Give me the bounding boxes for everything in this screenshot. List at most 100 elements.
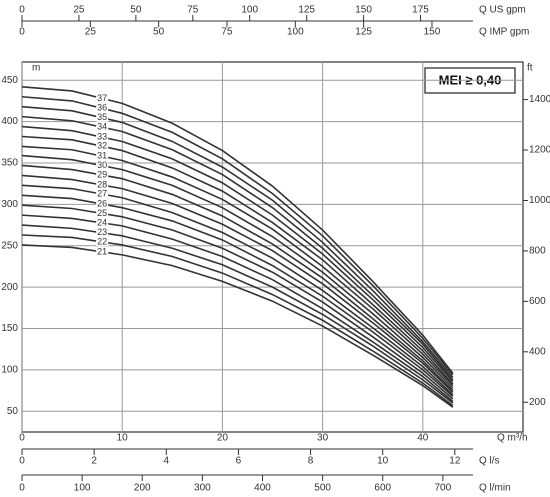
extra-axis-label: Q IMP gpm <box>479 27 529 38</box>
curve-label: 37 <box>97 93 107 103</box>
curve-label: 31 <box>97 151 107 161</box>
extra-axis-tick-label: 150 <box>424 27 441 38</box>
extra-axis-tick-label: 0 <box>19 5 25 16</box>
x-tick-label: 20 <box>217 433 229 444</box>
curve-label-bg <box>96 208 109 218</box>
extra-axis-tick-label: 75 <box>187 5 199 16</box>
y-tick-label: 350 <box>1 158 18 169</box>
curve-label-bg <box>96 151 109 161</box>
curve-label: 22 <box>97 236 107 246</box>
extra-axis-tick-label: 100 <box>74 483 91 494</box>
pump-curve <box>21 234 454 407</box>
pump-curve <box>21 135 454 385</box>
curve-label-bg <box>96 170 109 180</box>
extra-axis-tick-label: 600 <box>374 483 391 494</box>
y2-tick-label: 600 <box>529 296 546 307</box>
curve-label: 21 <box>97 246 107 256</box>
curve-label: 36 <box>97 103 107 113</box>
extra-axis-tick-label: 175 <box>412 5 429 16</box>
curve-label: 32 <box>97 141 107 151</box>
x-tick-label: 30 <box>317 433 329 444</box>
y-tick-label: 300 <box>1 199 18 210</box>
curve-label: 25 <box>97 208 107 218</box>
extra-axis-tick-label: 6 <box>236 456 242 467</box>
curve-label-bg <box>96 199 109 209</box>
pump-curve <box>21 214 454 402</box>
curve-label: 23 <box>97 227 107 237</box>
y2-axis-label: ft <box>527 63 533 74</box>
pump-curve <box>21 105 454 378</box>
curve-label-bg <box>96 236 109 246</box>
y-axis-label: m <box>32 63 40 74</box>
curve-label-bg <box>96 112 109 122</box>
curve-label-bg <box>96 93 109 103</box>
extra-axis-tick-label: 400 <box>254 483 271 494</box>
extra-axis-tick-label: 8 <box>308 456 314 467</box>
pump-curve <box>21 244 454 408</box>
extra-axis-tick-label: 12 <box>449 456 461 467</box>
curve-label-bg <box>96 132 109 142</box>
extra-axis-tick-label: 75 <box>221 27 233 38</box>
x-tick-label: 40 <box>417 433 429 444</box>
curve-label: 28 <box>97 179 107 189</box>
extra-axis-tick-label: 300 <box>194 483 211 494</box>
y2-tick-label: 1000 <box>529 195 550 206</box>
extra-axis-tick-label: 2 <box>91 456 97 467</box>
curve-label-bg <box>96 217 109 227</box>
curve-label: 26 <box>97 198 107 208</box>
curve-label: 24 <box>97 217 107 227</box>
curve-label: 35 <box>97 112 107 122</box>
x-tick-label: 10 <box>117 433 129 444</box>
extra-axis-tick-label: 0 <box>19 456 25 467</box>
extra-axis-tick-label: 25 <box>73 5 85 16</box>
extra-axis-tick-label: 10 <box>377 456 389 467</box>
extra-axis-tick-label: 500 <box>314 483 331 494</box>
curve-label-bg <box>96 122 109 132</box>
y-tick-label: 250 <box>1 240 18 251</box>
curve-label-bg <box>96 141 109 151</box>
extra-axis-tick-label: 700 <box>435 483 452 494</box>
y-tick-label: 200 <box>1 282 18 293</box>
curve-label: 33 <box>97 132 107 142</box>
extra-axis-tick-label: 50 <box>153 27 165 38</box>
y2-tick-label: 1400 <box>529 94 550 105</box>
pump-curve <box>21 95 454 376</box>
y-tick-label: 400 <box>1 116 18 127</box>
x-tick-label: 0 <box>19 433 25 444</box>
x-axis-label: Q m³/h <box>497 433 528 444</box>
extra-axis-tick-label: 4 <box>163 456 169 467</box>
curve-label-bg <box>96 180 109 190</box>
curve-label-bg <box>96 160 109 170</box>
y2-tick-label: 800 <box>529 246 546 257</box>
y2-tick-label: 400 <box>529 346 546 357</box>
extra-axis-tick-label: 100 <box>241 5 258 16</box>
curve-label: 34 <box>97 122 107 132</box>
extra-axis-tick-label: 100 <box>287 27 304 38</box>
extra-axis-label: Q US gpm <box>479 5 526 16</box>
pump-curve <box>21 194 454 398</box>
curve-label-bg <box>96 103 109 113</box>
extra-axis-tick-label: 0 <box>19 27 25 38</box>
extra-axis-tick-label: 200 <box>134 483 151 494</box>
curve-label: 29 <box>97 169 107 179</box>
curve-label-bg <box>96 189 109 199</box>
y2-tick-label: 200 <box>529 397 546 408</box>
y2-tick-label: 1200 <box>529 145 550 156</box>
extra-axis-label: Q l/min <box>479 483 511 494</box>
curve-label: 30 <box>97 160 107 170</box>
curve-label-bg <box>96 246 109 256</box>
extra-axis-tick-label: 125 <box>298 5 315 16</box>
y-tick-label: 150 <box>1 323 18 334</box>
extra-axis-tick-label: 50 <box>130 5 142 16</box>
y-tick-label: 50 <box>7 406 19 417</box>
extra-axis-tick-label: 0 <box>19 483 25 494</box>
y-tick-label: 450 <box>1 75 18 86</box>
extra-axis-tick-label: 125 <box>355 27 372 38</box>
extra-axis-tick-label: 150 <box>355 5 372 16</box>
extra-axis-tick-label: 25 <box>85 27 97 38</box>
curve-label: 27 <box>97 188 107 198</box>
y-tick-label: 100 <box>1 365 18 376</box>
extra-axis-label: Q l/s <box>479 456 500 467</box>
curve-label-bg <box>96 227 109 237</box>
